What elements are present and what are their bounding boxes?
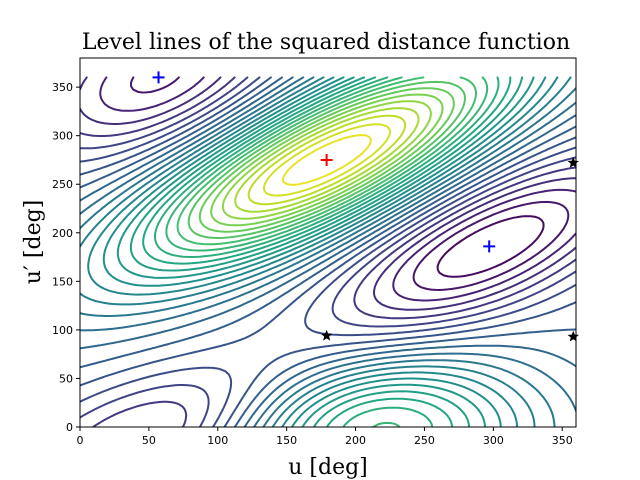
contour-level-line xyxy=(221,100,432,220)
contour-level-line xyxy=(80,76,572,427)
x-axis-label: u [deg] xyxy=(288,455,368,480)
plus-marker xyxy=(152,71,165,84)
y-tick-label: 250 xyxy=(52,178,73,191)
x-tick-label: 150 xyxy=(276,434,297,447)
contour-level-line xyxy=(99,76,576,302)
x-tick-label: 300 xyxy=(483,434,504,447)
contour-level-line xyxy=(80,76,576,427)
contour-level-line xyxy=(247,114,407,206)
contour-level-line xyxy=(116,76,535,427)
contour-level-line xyxy=(176,76,477,246)
x-tick-label: 50 xyxy=(142,434,156,447)
x-tick-label: 250 xyxy=(414,434,435,447)
contour-level-line xyxy=(154,76,500,427)
y-tick-label: 350 xyxy=(52,81,73,94)
x-tick-label: 350 xyxy=(552,434,573,447)
contour-level-line xyxy=(80,76,576,427)
y-tick-label: 200 xyxy=(52,227,73,240)
contour-level-line xyxy=(80,76,576,427)
contour-level-line xyxy=(281,134,372,186)
chart-title: Level lines of the squared distance func… xyxy=(82,30,570,55)
contour-level-line xyxy=(198,87,455,233)
contour-level-line xyxy=(234,107,420,213)
contour-lines xyxy=(80,76,576,427)
star-marker xyxy=(567,156,579,168)
plus-marker xyxy=(483,240,496,253)
star-marker xyxy=(567,330,579,342)
x-tick-label: 200 xyxy=(345,434,366,447)
contour-level-line xyxy=(80,76,576,311)
contour-level-line xyxy=(129,76,524,427)
contour-level-line xyxy=(80,76,576,427)
plus-marker xyxy=(320,153,333,166)
markers xyxy=(152,71,579,342)
y-axis: 0 50 100 150 200 250 300 350 xyxy=(52,81,80,434)
contour-level-line xyxy=(187,80,466,239)
x-tick-label: 0 xyxy=(77,434,84,447)
y-tick-label: 100 xyxy=(52,324,73,337)
y-tick-label: 0 xyxy=(66,421,73,434)
contour-level-line xyxy=(210,93,444,227)
contour-level-line xyxy=(80,76,576,427)
y-tick-label: 300 xyxy=(52,130,73,143)
x-axis: 0 50 100 150 200 250 300 350 xyxy=(77,427,573,447)
plot-frame xyxy=(79,57,577,428)
y-tick-label: 50 xyxy=(59,372,73,385)
x-tick-label: 100 xyxy=(207,434,228,447)
contour-level-line xyxy=(80,76,576,427)
y-axis-label: u′ [deg] xyxy=(21,200,46,285)
y-tick-label: 150 xyxy=(52,275,73,288)
star-marker xyxy=(320,329,333,341)
contour-level-line xyxy=(262,123,391,197)
contour-level-line xyxy=(102,76,547,427)
contour-level-line xyxy=(142,76,512,427)
contour-level-line xyxy=(130,76,570,291)
contour-level-line xyxy=(436,215,545,278)
contour-level-line xyxy=(80,76,576,427)
